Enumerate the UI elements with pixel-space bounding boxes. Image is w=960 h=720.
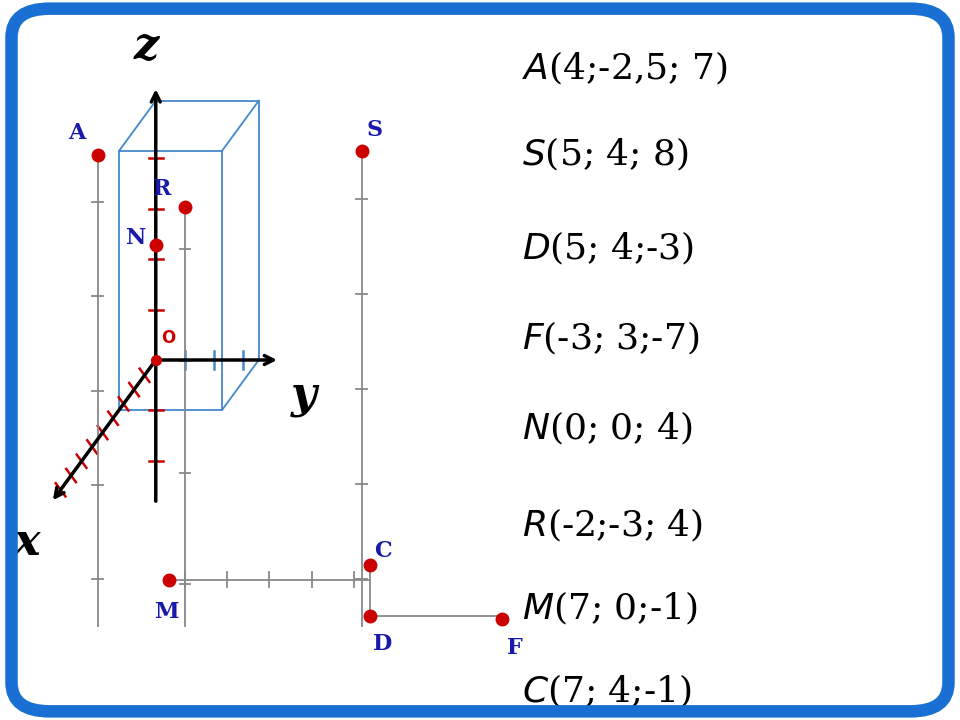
Text: z: z (133, 25, 159, 68)
Text: $\it{F}$(-3; 3;-7): $\it{F}$(-3; 3;-7) (522, 320, 700, 357)
Text: D: D (373, 634, 393, 655)
Text: $\it{N}$(0; 0; 4): $\it{N}$(0; 0; 4) (522, 410, 693, 447)
Text: $\it{M}$(7; 0;-1): $\it{M}$(7; 0;-1) (522, 590, 698, 627)
Text: y: y (291, 374, 316, 418)
Text: N: N (126, 227, 146, 248)
Text: O: O (161, 329, 176, 347)
Text: $\it{S}$(5; 4; 8): $\it{S}$(5; 4; 8) (522, 136, 688, 174)
Text: $\it{A}$(4;-2,5; 7): $\it{A}$(4;-2,5; 7) (522, 50, 728, 87)
Text: A: A (68, 122, 85, 144)
Text: S: S (367, 119, 383, 140)
Text: x: x (14, 521, 40, 564)
Text: $\it{C}$(7; 4;-1): $\it{C}$(7; 4;-1) (522, 672, 692, 710)
Text: C: C (374, 540, 392, 562)
Text: $\it{R}$(-2;-3; 4): $\it{R}$(-2;-3; 4) (522, 507, 704, 544)
Text: M: M (154, 601, 179, 623)
Text: R: R (154, 179, 172, 200)
Text: $\it{D}$(5; 4;-3): $\it{D}$(5; 4;-3) (522, 230, 694, 267)
Text: F: F (507, 637, 522, 659)
